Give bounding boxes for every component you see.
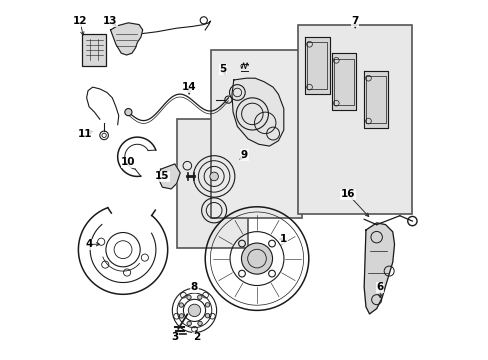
Circle shape — [179, 314, 183, 318]
Bar — [298, 24, 411, 214]
Circle shape — [197, 295, 202, 300]
Circle shape — [186, 321, 191, 326]
Polygon shape — [159, 164, 180, 189]
Text: 11: 11 — [78, 129, 93, 139]
Text: 15: 15 — [155, 171, 169, 181]
Text: 5: 5 — [219, 64, 226, 74]
Circle shape — [205, 303, 209, 307]
Text: 6: 6 — [376, 282, 383, 292]
Bar — [176, 119, 247, 248]
Polygon shape — [331, 53, 356, 111]
Circle shape — [186, 295, 191, 300]
Polygon shape — [231, 78, 283, 146]
Circle shape — [179, 303, 183, 307]
Circle shape — [209, 172, 218, 181]
Text: 4: 4 — [85, 239, 93, 249]
Bar — [210, 50, 301, 217]
Circle shape — [241, 243, 272, 274]
Text: 16: 16 — [340, 189, 355, 199]
Text: 13: 13 — [103, 16, 118, 26]
Circle shape — [205, 314, 209, 318]
Circle shape — [188, 304, 200, 316]
Circle shape — [198, 321, 202, 326]
Text: 8: 8 — [190, 282, 198, 292]
Polygon shape — [110, 23, 142, 55]
Polygon shape — [305, 37, 329, 94]
Text: 7: 7 — [351, 16, 358, 26]
Text: 1: 1 — [280, 234, 287, 244]
Circle shape — [124, 109, 132, 116]
Text: 10: 10 — [121, 157, 135, 167]
Polygon shape — [364, 223, 394, 314]
Text: 9: 9 — [241, 150, 247, 160]
Text: 2: 2 — [192, 332, 200, 342]
Text: 12: 12 — [73, 16, 87, 26]
Text: 14: 14 — [182, 82, 196, 92]
Polygon shape — [364, 71, 387, 128]
Text: 3: 3 — [171, 332, 178, 342]
Bar — [82, 33, 106, 66]
